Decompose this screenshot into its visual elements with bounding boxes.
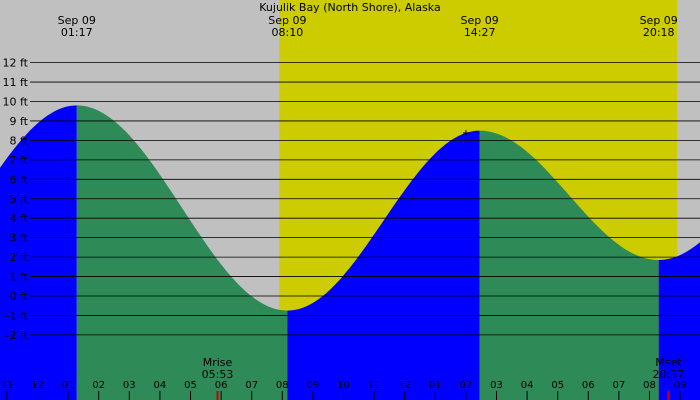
x-tick-label: 09 (674, 380, 687, 391)
y-tick-label: 3 ft (10, 232, 29, 245)
x-tick-label: 10 (337, 380, 350, 391)
x-tick-label: 02 (92, 380, 105, 391)
extreme-time-label-2: 14:27 (464, 26, 496, 39)
rising-tide-segment-4 (658, 242, 700, 400)
x-tick-label: 04 (154, 380, 167, 391)
x-tick-label: 01 (62, 380, 75, 391)
tide-area-layer (0, 105, 700, 400)
y-tick-label: 1 ft (10, 271, 29, 284)
moonrise-label: Mrise (203, 356, 233, 369)
x-tick-label: 11 (368, 380, 381, 391)
x-axis-ticks: 11 12 01 02 03 04 05 06 07 08 09 10 11 12 01 02 03 04 05 06… (1, 380, 687, 400)
extreme-date-label-2: Sep 09 (461, 14, 499, 27)
falling-tide-segment-3 (479, 130, 659, 400)
x-tick-label: 09 (307, 380, 320, 391)
y-tick-label: 8 ft (10, 134, 29, 147)
y-tick-label: 7 ft (10, 154, 29, 167)
x-tick-label: 07 (245, 380, 258, 391)
y-tick-label: -1 ft (6, 309, 29, 322)
x-tick-label: 03 (490, 380, 503, 391)
grid-layer (30, 62, 700, 336)
x-tick-label: 03 (123, 380, 136, 391)
y-tick-label: -2 ft (6, 329, 29, 342)
x-tick-label: 02 (460, 380, 473, 391)
x-tick-label: 12 (31, 380, 44, 391)
x-tick-label: 08 (643, 380, 656, 391)
y-tick-label: 12 ft (3, 57, 29, 70)
x-tick-label: 11 (1, 380, 14, 391)
chart-title: Kujulik Bay (North Shore), Alaska (259, 1, 440, 14)
moonset-time-label: 20:37 (653, 368, 685, 381)
x-tick-label: 06 (582, 380, 595, 391)
x-tick-label: 07 (613, 380, 626, 391)
moonset-label: Mset (655, 356, 682, 369)
rising-tide-segment-2 (287, 130, 480, 400)
y-tick-label: 0 ft (10, 290, 29, 303)
y-tick-label: 5 ft (10, 193, 29, 206)
extreme-time-label-3: 20:18 (643, 26, 675, 39)
extreme-date-label-3: Sep 09 (640, 14, 678, 27)
y-tick-label: 11 ft (3, 76, 29, 89)
extreme-date-label-0: Sep 09 (58, 14, 96, 27)
x-tick-label: 06 (215, 380, 228, 391)
x-tick-label: 04 (521, 380, 534, 391)
x-tick-label: 12 (398, 380, 411, 391)
y-tick-label: 4 ft (10, 212, 29, 225)
x-tick-label: 01 (429, 380, 442, 391)
x-tick-label: 08 (276, 380, 289, 391)
extreme-time-label-1: 08:10 (272, 26, 304, 39)
y-tick-label: 6 ft (10, 173, 29, 186)
x-tick-label: 05 (551, 380, 564, 391)
y-axis-labels: 12 ft 11 ft 10 ft 9 ft 8 ft 7 ft 6 ft 5 ft 4 ft 3… (3, 57, 29, 342)
y-tick-label: 9 ft (10, 115, 29, 128)
x-tick-label: 05 (184, 380, 197, 391)
y-tick-label: 10 ft (3, 96, 29, 109)
moonrise-time-label: 05:53 (202, 368, 234, 381)
y-tick-label: 2 ft (10, 251, 29, 264)
extreme-date-label-1: Sep 09 (268, 14, 306, 27)
extreme-time-label-0: 01:17 (61, 26, 93, 39)
